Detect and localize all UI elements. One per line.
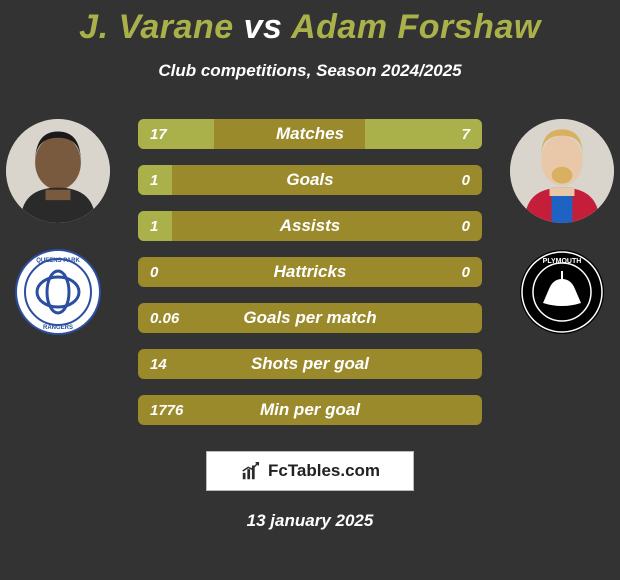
- subtitle: Club competitions, Season 2024/2025: [0, 61, 620, 81]
- player1-silhouette-icon: [6, 119, 110, 223]
- svg-text:QUEENS PARK: QUEENS PARK: [36, 258, 80, 264]
- stat-label: Assists: [138, 216, 482, 236]
- stat-value-right: 0: [462, 264, 470, 281]
- stat-value-right: 0: [462, 218, 470, 235]
- player1-name: J. Varane: [79, 8, 233, 46]
- qpr-crest-icon: QUEENS PARK RANGERS: [15, 249, 101, 335]
- stat-row: 1Assists0: [138, 211, 482, 241]
- left-column: QUEENS PARK RANGERS: [6, 119, 110, 335]
- plymouth-crest-icon: PLYMOUTH: [519, 249, 605, 335]
- stat-row: 17Matches7: [138, 119, 482, 149]
- svg-text:RANGERS: RANGERS: [43, 325, 73, 331]
- player1-avatar: [6, 119, 110, 223]
- stat-row: 14Shots per goal: [138, 349, 482, 379]
- stat-row: 0.06Goals per match: [138, 303, 482, 333]
- stat-row: 0Hattricks0: [138, 257, 482, 287]
- fctables-logo-icon: [240, 460, 262, 482]
- player2-avatar: [510, 119, 614, 223]
- svg-text:PLYMOUTH: PLYMOUTH: [543, 258, 582, 265]
- stat-label: Hattricks: [138, 262, 482, 282]
- stat-label: Shots per goal: [138, 354, 482, 374]
- qpr-crest: QUEENS PARK RANGERS: [15, 249, 101, 335]
- stat-label: Goals per match: [138, 308, 482, 328]
- right-column: PLYMOUTH: [510, 119, 614, 335]
- comparison-title: J. Varane vs Adam Forshaw: [0, 0, 620, 47]
- stat-row: 1Goals0: [138, 165, 482, 195]
- date-text: 13 january 2025: [0, 511, 620, 531]
- footer-badge: FcTables.com: [206, 451, 414, 491]
- stat-label: Matches: [138, 124, 482, 144]
- stats-container: 17Matches71Goals01Assists00Hattricks00.0…: [138, 119, 482, 425]
- player2-silhouette-icon: [510, 119, 614, 223]
- stat-value-right: 0: [462, 172, 470, 189]
- stat-value-right: 7: [462, 126, 470, 143]
- stat-label: Goals: [138, 170, 482, 190]
- footer-brand-text: FcTables.com: [268, 461, 380, 481]
- stat-label: Min per goal: [138, 400, 482, 420]
- plymouth-crest: PLYMOUTH: [519, 249, 605, 335]
- content: QUEENS PARK RANGERS PLYMOUTH: [0, 119, 620, 425]
- player2-name: Adam Forshaw: [291, 8, 541, 46]
- vs-text: vs: [244, 8, 283, 46]
- stat-row: 1776Min per goal: [138, 395, 482, 425]
